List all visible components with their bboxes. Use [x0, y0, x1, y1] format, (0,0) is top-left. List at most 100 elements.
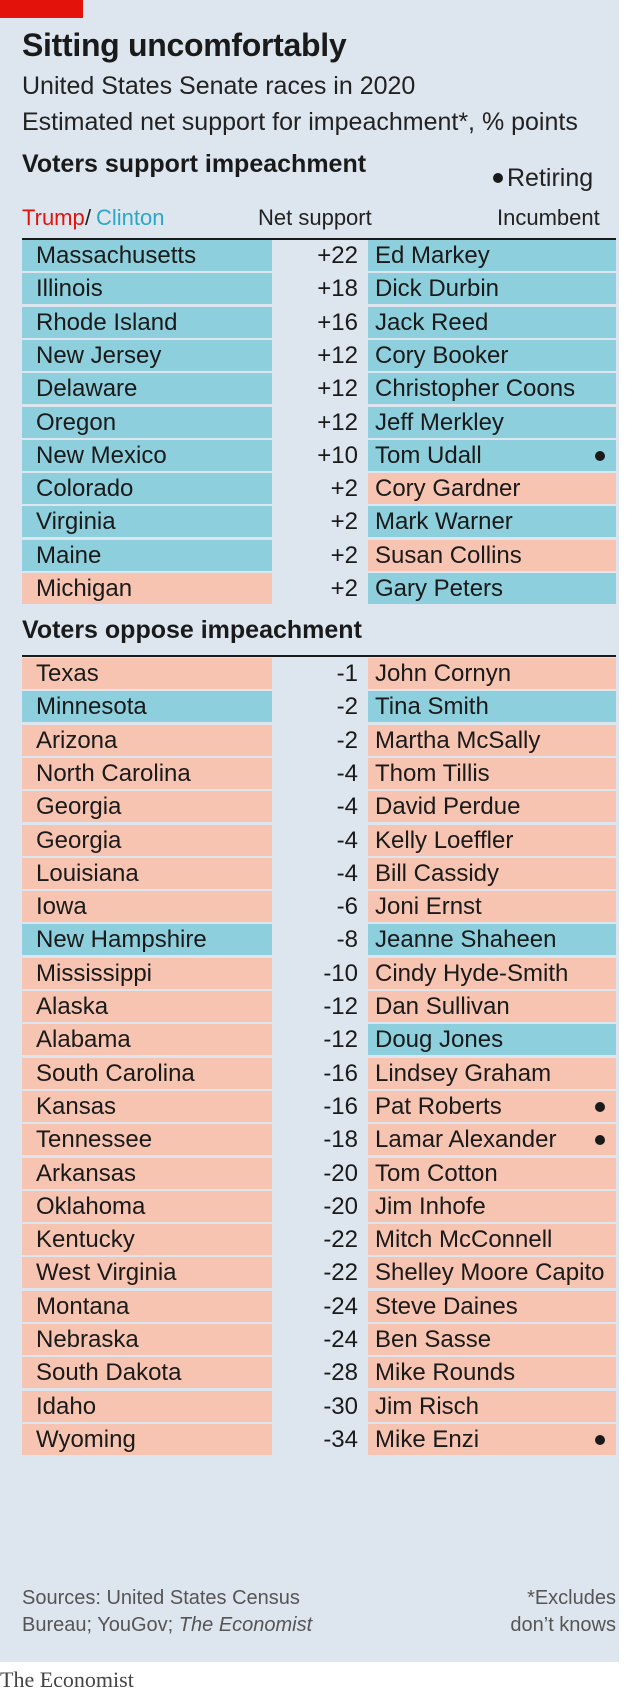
table-row: Georgia -4 Kelly Loeffler: [22, 825, 616, 856]
incumbent-name: Dick Durbin: [375, 275, 500, 302]
net-support-cell: -12: [323, 993, 358, 1020]
state-cell: New Mexico: [22, 440, 272, 471]
incumbent-cell: Lindsey Graham: [368, 1058, 616, 1089]
state-cell: Kentucky: [22, 1224, 272, 1255]
incumbent-cell: Joni Ernst: [368, 891, 616, 922]
net-support-cell: -22: [323, 1226, 358, 1253]
table-row: Illinois +18 Dick Durbin: [22, 273, 616, 304]
net-support-cell: -2: [336, 727, 358, 754]
net-support-cell: -12: [323, 1026, 358, 1053]
incumbent-name: Lamar Alexander: [375, 1126, 557, 1153]
state-cell: Illinois: [22, 273, 272, 304]
table-row: Alaska -12 Dan Sullivan: [22, 991, 616, 1022]
table-row: Nebraska -24 Ben Sasse: [22, 1324, 616, 1355]
state-cell: Louisiana: [22, 858, 272, 889]
table-row: Arkansas -20 Tom Cotton: [22, 1158, 616, 1189]
table-row: Iowa -6 Joni Ernst: [22, 891, 616, 922]
state-cell: Rhode Island: [22, 307, 272, 338]
incumbent-name: Jim Inhofe: [375, 1193, 486, 1220]
incumbent-cell: Jack Reed: [368, 307, 616, 338]
incumbent-cell: Susan Collins: [368, 540, 616, 571]
incumbent-cell: Cory Booker: [368, 340, 616, 371]
net-support-cell: -4: [336, 760, 358, 787]
chart-title: Sitting uncomfortably: [22, 27, 347, 63]
table-row: North Carolina -4 Thom Tillis: [22, 758, 616, 789]
table-row: Montana -24 Steve Daines: [22, 1291, 616, 1322]
net-support-cell: -20: [323, 1193, 358, 1220]
incumbent-name: Shelley Moore Capito: [375, 1259, 605, 1286]
incumbent-cell: Tina Smith: [368, 691, 616, 722]
sources-line2-text: Bureau; YouGov;: [22, 1614, 179, 1636]
table-row: Texas -1 John Cornyn: [22, 658, 616, 689]
incumbent-name: Gary Peters: [375, 575, 504, 602]
state-cell: Texas: [22, 658, 272, 689]
net-support-cell: +12: [317, 342, 358, 369]
table-row: Tennessee -18 Lamar Alexander: [22, 1124, 616, 1155]
brand-label: The Economist: [0, 1667, 134, 1692]
net-support-cell: -24: [323, 1293, 358, 1320]
net-support-cell: -4: [336, 860, 358, 887]
footnote-line2: don’t knows: [510, 1614, 616, 1636]
net-support-cell: +22: [317, 242, 358, 269]
state-cell: Alabama: [22, 1024, 272, 1055]
net-support-cell: -1: [336, 660, 358, 687]
net-support-cell: -4: [336, 827, 358, 854]
state-cell: South Dakota: [22, 1357, 272, 1388]
sources-line2-italic: The Economist: [178, 1614, 313, 1636]
net-support-cell: +12: [317, 375, 358, 402]
table-row: Rhode Island +16 Jack Reed: [22, 307, 616, 338]
incumbent-cell: Jim Inhofe: [368, 1191, 616, 1222]
state-cell: Nebraska: [22, 1324, 272, 1355]
retiring-dot-icon: [595, 451, 605, 461]
table-row: Massachusetts +22 Ed Markey: [22, 240, 616, 271]
table-row: New Hampshire -8 Jeanne Shaheen: [22, 924, 616, 955]
table-row: Delaware +12 Christopher Coons: [22, 373, 616, 404]
incumbent-name: Jim Risch: [375, 1393, 480, 1420]
incumbent-cell: Dan Sullivan: [368, 991, 616, 1022]
state-cell: Iowa: [22, 891, 272, 922]
net-support-cell: -16: [323, 1093, 358, 1120]
table-row: Mississippi -10 Cindy Hyde-Smith: [22, 958, 616, 989]
table-row: Louisiana -4 Bill Cassidy: [22, 858, 616, 889]
header-rule: [22, 238, 616, 240]
incumbent-cell: Steve Daines: [368, 1291, 616, 1322]
incumbent-cell: Jeanne Shaheen: [368, 924, 616, 955]
state-cell: North Carolina: [22, 758, 272, 789]
net-support-cell: -6: [336, 893, 358, 920]
net-support-cell: -2: [336, 693, 358, 720]
state-cell: Alaska: [22, 991, 272, 1022]
table-row: Minnesota -2 Tina Smith: [22, 691, 616, 722]
incumbent-name: Susan Collins: [375, 542, 522, 569]
incumbent-name: Joni Ernst: [375, 893, 482, 920]
incumbent-cell: Shelley Moore Capito: [368, 1257, 616, 1288]
incumbent-cell: Kelly Loeffler: [368, 825, 616, 856]
table-row: Alabama -12 Doug Jones: [22, 1024, 616, 1055]
incumbent-cell: John Cornyn: [368, 658, 616, 689]
net-support-cell: +2: [330, 575, 358, 602]
incumbent-cell: Christopher Coons: [368, 373, 616, 404]
net-support-cell: -22: [323, 1259, 358, 1286]
net-support-cell: -34: [323, 1426, 358, 1453]
retiring-dot-icon: [595, 1102, 605, 1112]
table-row: Virginia +2 Mark Warner: [22, 506, 616, 537]
incumbent-name: Steve Daines: [375, 1293, 518, 1320]
incumbent-name: Tom Cotton: [375, 1160, 498, 1187]
incumbent-cell: Dick Durbin: [368, 273, 616, 304]
chart-subtitle-line2: Estimated net support for impeachment*, …: [22, 108, 578, 136]
state-cell: South Carolina: [22, 1058, 272, 1089]
incumbent-name: Thom Tillis: [375, 760, 490, 787]
incumbent-name: Mike Enzi: [375, 1426, 480, 1453]
incumbent-name: Jeanne Shaheen: [375, 926, 557, 953]
table-row: New Jersey +12 Cory Booker: [22, 340, 616, 371]
footnote: *Excludes don’t knows: [490, 1585, 616, 1639]
brand-red-tag: [0, 0, 83, 18]
state-cell: Oklahoma: [22, 1191, 272, 1222]
sources-line2: Bureau; YouGov; The Economist: [22, 1612, 312, 1639]
table-row: Wyoming -34 Mike Enzi: [22, 1424, 616, 1455]
table-row: West Virginia -22 Shelley Moore Capito: [22, 1257, 616, 1288]
incumbent-cell: Martha McSally: [368, 725, 616, 756]
state-cell: Minnesota: [22, 691, 272, 722]
incumbent-cell: Thom Tillis: [368, 758, 616, 789]
incumbent-cell: Ben Sasse: [368, 1324, 616, 1355]
net-support-cell: +12: [317, 409, 358, 436]
